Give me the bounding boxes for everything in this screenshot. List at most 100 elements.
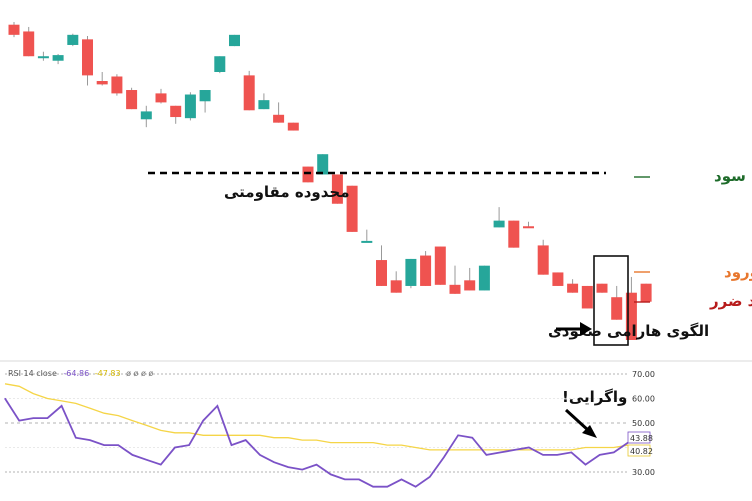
- candle: [184, 92, 196, 121]
- rsi-point: [415, 486, 417, 488]
- candle: [287, 122, 299, 131]
- candle-body: [464, 280, 476, 291]
- candle: [229, 34, 240, 47]
- candle: [155, 88, 167, 104]
- candle: [170, 105, 182, 124]
- rsi-point: [117, 444, 119, 446]
- rsi-legend-name: RSI 14 close: [8, 369, 57, 378]
- rsi-last-value-tag: 43.88: [627, 431, 653, 444]
- rsi-point: [202, 419, 204, 422]
- rsi-point: [386, 486, 388, 488]
- candle: [96, 71, 108, 86]
- candle: [434, 246, 446, 285]
- rsi-point: [160, 464, 162, 466]
- rsi-point: [358, 478, 360, 480]
- candle: [67, 33, 79, 47]
- candle-body: [596, 283, 608, 293]
- rsi-legend-ma-value: -47.83: [95, 369, 121, 378]
- candle-body: [317, 154, 329, 175]
- candle-body: [346, 185, 358, 232]
- candle-body: [376, 260, 387, 286]
- rsi-point: [259, 454, 261, 456]
- candle: [126, 87, 138, 110]
- rsi-point: [89, 439, 91, 441]
- candle-body: [243, 75, 255, 111]
- candle: [376, 245, 387, 286]
- candle: [464, 267, 476, 291]
- candle: [23, 26, 35, 57]
- candle-body: [214, 56, 226, 72]
- candle-body: [287, 122, 299, 131]
- rsi-point: [429, 476, 431, 478]
- candle-body: [611, 297, 623, 320]
- rsi-point: [46, 417, 49, 419]
- candle-body: [184, 94, 196, 119]
- candle: [214, 56, 226, 74]
- candle-body: [625, 292, 637, 340]
- rsi-point: [301, 468, 303, 471]
- rsi-point: [556, 454, 558, 456]
- rsi-point: [188, 444, 190, 446]
- rsi-point: [216, 405, 218, 407]
- rsi-point: [145, 459, 148, 461]
- candle: [140, 105, 152, 128]
- rsi-point: [528, 446, 530, 449]
- candle-body: [420, 255, 432, 286]
- rsi-panel: 70.00 60.00 50.00 30.00 RSI 14 close -64.86…: [4, 369, 655, 488]
- rsi-point: [443, 456, 445, 458]
- candle: [199, 90, 211, 113]
- rsi-point: [400, 478, 403, 480]
- rsi-point: [273, 461, 275, 463]
- resistance-zone-label: محدوده مقاومتی: [224, 183, 350, 201]
- candle-body: [140, 111, 152, 120]
- divergence-arrow-icon: [564, 408, 597, 438]
- candle: [317, 154, 329, 175]
- candle: [82, 35, 93, 86]
- candle-body: [331, 174, 343, 204]
- candle: [611, 285, 623, 320]
- pattern-arrow-icon: [556, 322, 592, 336]
- stop-loss-label: حد ضرر: [709, 292, 752, 310]
- candle-body: [126, 90, 138, 110]
- candle: [346, 185, 358, 232]
- rsi-point: [75, 437, 77, 439]
- candle: [449, 265, 461, 294]
- candle-body: [155, 93, 167, 103]
- rsi-ma-line: [4, 383, 629, 451]
- rsi-ticks: 70.00 60.00 50.00 30.00: [632, 370, 655, 477]
- rsi-legend-value: -64.86: [63, 369, 89, 378]
- rsi-point: [61, 405, 63, 407]
- harami-pattern-box: [593, 255, 629, 346]
- candle: [361, 229, 373, 243]
- candle-body: [96, 81, 108, 85]
- rsi-point: [499, 451, 502, 453]
- candle: [478, 265, 490, 291]
- rsi-point: [131, 454, 134, 456]
- candle: [523, 221, 534, 229]
- candle: [596, 283, 608, 293]
- rsi-legend: RSI 14 close -64.86 -47.83 ø ø ø ø: [8, 369, 153, 378]
- candle: [52, 53, 64, 65]
- candle-body: [229, 34, 240, 47]
- divergence-label: واگرایی!: [562, 388, 627, 406]
- rsi-tick-label: 70.00: [632, 370, 655, 379]
- candles: [8, 22, 652, 340]
- rsi-point: [613, 451, 615, 453]
- candle-body: [581, 285, 593, 309]
- rsi-point: [230, 444, 233, 446]
- candle: [273, 102, 285, 123]
- candle: [331, 174, 343, 204]
- rsi-point: [599, 454, 601, 456]
- candle-body: [170, 105, 182, 118]
- rsi-point: [287, 466, 289, 468]
- candle: [37, 51, 49, 61]
- candle: [493, 207, 505, 228]
- rsi-point: [315, 464, 318, 466]
- candle-body: [449, 284, 461, 294]
- rsi-point: [32, 417, 34, 419]
- candle: [390, 271, 402, 293]
- candle-body: [273, 114, 285, 123]
- candle-body: [67, 34, 79, 45]
- candle-body: [37, 56, 49, 59]
